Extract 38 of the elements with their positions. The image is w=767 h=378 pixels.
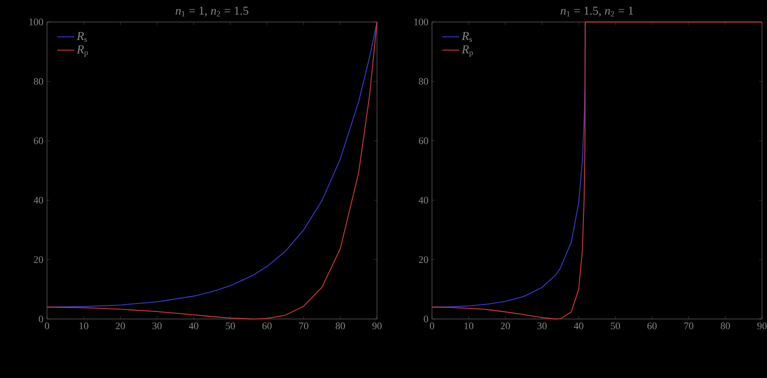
legend-label: R$_{s}$ bbox=[462, 32, 472, 42]
x-tick-label: 10 bbox=[464, 322, 474, 330]
x-tick-label: 80 bbox=[336, 322, 345, 330]
y-tick-label: 20 bbox=[418, 256, 428, 263]
x-tick-label: 90 bbox=[372, 322, 382, 330]
x-tick-label: 80 bbox=[720, 322, 730, 330]
x-tick-label: 0 bbox=[430, 322, 434, 330]
x-tick-label: 40 bbox=[188, 322, 198, 330]
x-tick-label: 70 bbox=[299, 322, 308, 330]
y-tick-label: 80 bbox=[34, 78, 44, 85]
legend-label: R$_{p}$ bbox=[462, 46, 473, 57]
x-tick-label: 30 bbox=[152, 322, 162, 330]
x-tick-label: 50 bbox=[226, 322, 235, 330]
y-tick-label: 0 bbox=[424, 316, 428, 322]
y-tick-label: 0 bbox=[38, 316, 44, 322]
y-tick-label: 100 bbox=[414, 18, 428, 26]
x-tick-label: 30 bbox=[537, 322, 547, 330]
x-tick-label: 20 bbox=[116, 322, 125, 330]
x-tick-label: 10 bbox=[80, 322, 88, 330]
x-tick-label: 20 bbox=[500, 322, 510, 330]
chart-title: n$_{1}$ = 1.5, n$_{2}$ = 1 bbox=[560, 6, 634, 16]
y-tick-label: 20 bbox=[34, 256, 44, 263]
x-tick-label: 50 bbox=[610, 322, 620, 330]
legend-label: R$_{p}$ bbox=[76, 46, 88, 57]
y-tick-label: 40 bbox=[34, 196, 44, 204]
y-tick-label: 60 bbox=[34, 137, 44, 144]
y-tick-label: 40 bbox=[418, 196, 428, 204]
x-tick-label: 0 bbox=[44, 322, 50, 330]
chart-title: n$_{1}$ = 1, n$_{2}$ = 1.5 bbox=[176, 6, 248, 16]
y-tick-label: 60 bbox=[418, 137, 428, 144]
x-tick-label: 90 bbox=[757, 322, 767, 330]
x-tick-label: 60 bbox=[647, 322, 657, 330]
x-tick-label: 60 bbox=[262, 322, 272, 330]
legend-label: R$_{s}$ bbox=[76, 32, 87, 42]
x-tick-label: 40 bbox=[574, 322, 584, 330]
x-tick-label: 70 bbox=[684, 322, 694, 330]
y-tick-label: 80 bbox=[418, 78, 428, 85]
y-tick-label: 100 bbox=[29, 18, 44, 26]
